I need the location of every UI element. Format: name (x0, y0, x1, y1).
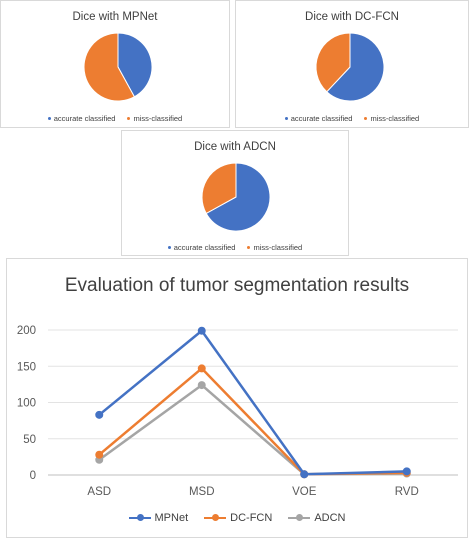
data-point (197, 381, 206, 390)
pie-chart-mpnet (83, 32, 153, 102)
series-line-adcn (98, 383, 407, 476)
series-line-mpnet (98, 329, 407, 476)
line-chart-panel: Evaluation of tumor segmentation results (6, 258, 468, 538)
legend-item-miss: miss-classified (364, 114, 419, 123)
legend-label: DC-FCN (230, 512, 273, 524)
y-tick-label: 150 (17, 361, 36, 373)
legend-label: accurate classified (290, 114, 353, 123)
legend-label: MPNet (154, 512, 189, 524)
legend-item-accurate: accurate classified (167, 243, 236, 252)
x-tick-label: MSD (189, 486, 215, 498)
data-point (197, 364, 206, 373)
data-point (197, 326, 206, 335)
pie-slice-miss (83, 32, 136, 102)
y-tick-label: 100 (17, 398, 36, 410)
legend-label: accurate classified (173, 243, 236, 252)
legend-item-accurate: accurate classified (284, 114, 353, 123)
data-point (95, 450, 104, 459)
pie-slice-miss (201, 162, 237, 215)
y-tick-label: 0 (30, 470, 36, 482)
legend-dot-blue (167, 246, 171, 249)
legend-label: miss-classified (133, 114, 183, 123)
line-legend: MPNet DC-FCN ADCN (0, 512, 474, 524)
chart-title: Evaluation of tumor segmentation results (64, 275, 410, 296)
legend-label: miss-classified (370, 114, 420, 123)
legend-swatch-orange (204, 514, 227, 521)
legend-swatch-gray (288, 514, 311, 521)
y-tick-label: 50 (23, 434, 36, 446)
pie-chart-dcfcn-panel: Dice with DC-FCN accurate classified mis… (235, 0, 469, 128)
pie-chart-title: Dice with ADCN (194, 141, 276, 153)
data-point (300, 470, 309, 479)
pie-slice-accurate (326, 32, 385, 102)
legend-item-dcfcn: DC-FCN (204, 512, 272, 524)
legend-dot-orange (364, 117, 368, 120)
legend-item-miss: miss-classified (247, 243, 302, 252)
pie-chart-adcn (201, 162, 271, 232)
legend-swatch-blue (128, 514, 151, 521)
x-tick-label: ASD (87, 486, 111, 498)
pie-chart-title: Dice with MPNet (72, 11, 158, 23)
legend-dot-orange (127, 117, 131, 120)
legend-dot-blue (284, 117, 288, 120)
data-point (95, 410, 104, 419)
pie-legend: accurate classified miss-classified (122, 243, 348, 252)
legend-dot-blue (47, 117, 51, 120)
data-point (402, 467, 411, 476)
pie-chart-adcn-panel: Dice with ADCN accurate classified miss-… (121, 130, 349, 256)
pie-chart-mpnet-panel: Dice with MPNet accurate classified miss… (0, 0, 230, 128)
legend-dot-orange (247, 246, 251, 249)
x-tick-label: VOE (292, 486, 317, 498)
pie-slice-miss (315, 32, 351, 93)
pie-legend: accurate classified miss-classified (1, 114, 229, 123)
legend-label: ADCN (314, 512, 346, 524)
pie-slice-accurate (205, 162, 271, 232)
pie-legend: accurate classified miss-classified (236, 114, 468, 123)
x-tick-label: RVD (395, 486, 419, 498)
legend-item-adcn: ADCN (288, 512, 345, 524)
pie-chart-dcfcn (315, 32, 385, 102)
legend-item-miss: miss-classified (127, 114, 182, 123)
legend-label: accurate classified (53, 114, 116, 123)
legend-label: miss-classified (253, 243, 303, 252)
legend-item-accurate: accurate classified (47, 114, 116, 123)
series-line-dcfcn (98, 367, 407, 476)
legend-item-mpnet: MPNet (128, 512, 189, 524)
pie-slice-accurate (117, 32, 153, 98)
y-tick-label: 200 (17, 325, 36, 337)
pie-chart-title: Dice with DC-FCN (305, 11, 399, 23)
